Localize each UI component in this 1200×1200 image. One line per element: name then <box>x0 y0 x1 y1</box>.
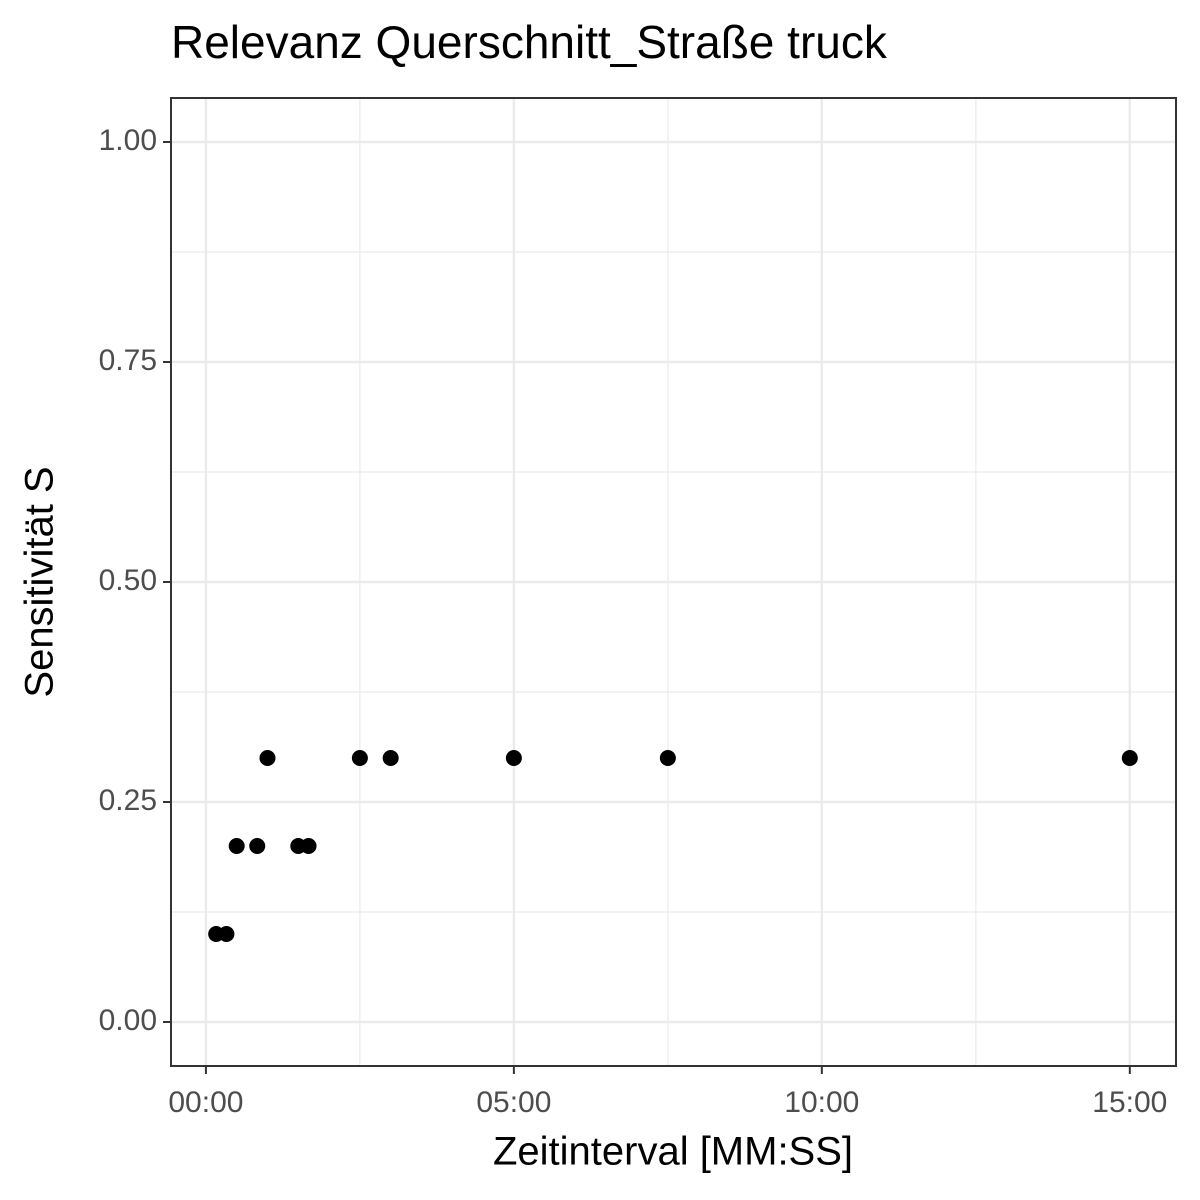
x-tick-label: 10:00 <box>784 1086 859 1119</box>
point <box>218 926 235 942</box>
point <box>659 750 676 766</box>
point <box>228 838 245 854</box>
y-tick-label: 0.50 <box>99 564 157 597</box>
point <box>249 838 266 854</box>
x-tick-label: 15:00 <box>1092 1086 1167 1119</box>
point <box>300 838 317 854</box>
y-tick-label: 0.25 <box>99 784 157 817</box>
y-tick-label: 0.75 <box>99 344 157 377</box>
point <box>505 750 522 766</box>
chart-title: Relevanz Querschnitt_Straße truck <box>171 16 888 68</box>
x-tick-label: 05:00 <box>476 1086 551 1119</box>
point <box>382 750 399 766</box>
point <box>259 750 276 766</box>
point <box>351 750 368 766</box>
plot-border <box>170 97 1177 1067</box>
x-tick-label: 00:00 <box>168 1086 243 1119</box>
y-tick-label: 1.00 <box>99 124 157 157</box>
y-tick-label: 0.00 <box>99 1004 157 1037</box>
point <box>1121 750 1138 766</box>
x-axis-label: Zeitinterval [MM:SS] <box>493 1130 853 1174</box>
y-axis-label: Sensitivität S <box>18 466 62 697</box>
